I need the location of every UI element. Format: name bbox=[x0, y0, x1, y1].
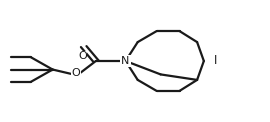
Text: N: N bbox=[121, 56, 130, 66]
Text: O: O bbox=[78, 51, 87, 61]
Text: O: O bbox=[72, 68, 80, 78]
Text: I: I bbox=[214, 55, 218, 67]
